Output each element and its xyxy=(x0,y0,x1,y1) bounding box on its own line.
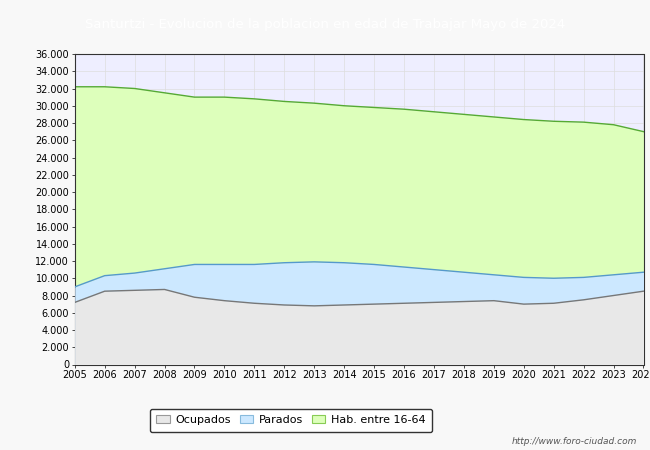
Legend: Ocupados, Parados, Hab. entre 16-64: Ocupados, Parados, Hab. entre 16-64 xyxy=(150,409,432,432)
Text: Santurtzi - Evolucion de la poblacion en edad de Trabajar Mayo de 2024: Santurtzi - Evolucion de la poblacion en… xyxy=(85,18,565,31)
Text: http://www.foro-ciudad.com: http://www.foro-ciudad.com xyxy=(512,436,637,446)
